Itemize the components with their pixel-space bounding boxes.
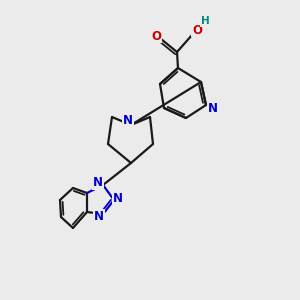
Text: N: N	[93, 176, 103, 190]
Text: H: H	[201, 16, 209, 26]
Text: N: N	[113, 191, 123, 205]
Text: N: N	[208, 101, 218, 115]
Text: N: N	[94, 209, 104, 223]
Text: O: O	[151, 29, 161, 43]
Text: O: O	[192, 23, 202, 37]
Text: N: N	[123, 113, 133, 127]
